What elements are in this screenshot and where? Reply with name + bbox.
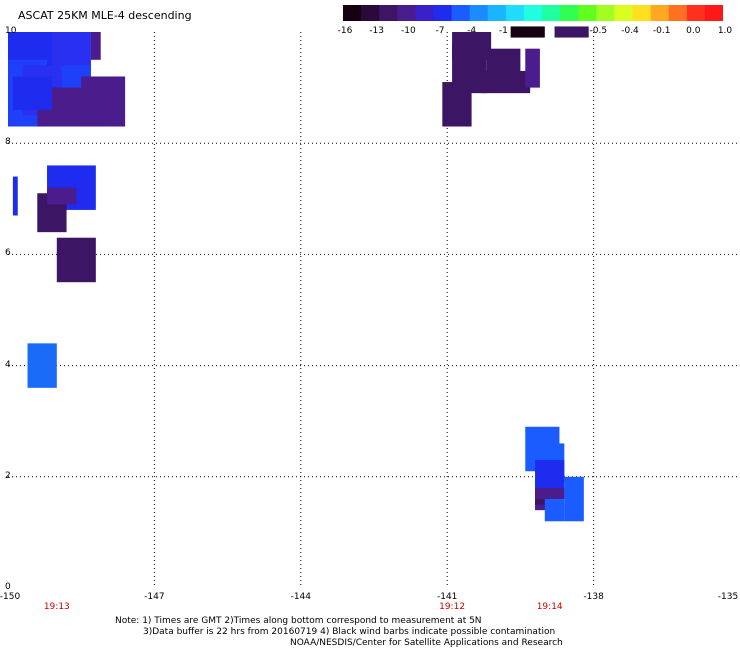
heatmap-cell: [27, 343, 57, 388]
y-tick-label: 2: [5, 470, 11, 481]
time-label: 19:12: [439, 602, 466, 612]
colorbar-swatch: [469, 5, 489, 21]
colorbar-swatch: [704, 5, 723, 21]
colorbar-swatch: [505, 5, 525, 21]
heatmap-cell: [12, 176, 18, 216]
colorbar-swatch: [632, 5, 652, 21]
colorbar-swatch: [433, 5, 453, 21]
colorbar-swatch: [686, 5, 706, 21]
heatmap-cell: [12, 76, 52, 110]
colorbar-tick-label: -16: [337, 26, 353, 36]
heatmap-cell: [554, 26, 589, 38]
y-tick-label: 8: [5, 137, 11, 148]
colorbar-swatch: [650, 5, 670, 21]
colorbar-tick-label: 1.0: [717, 26, 733, 36]
time-label: 19:14: [536, 602, 563, 612]
colorbar-swatch: [542, 5, 561, 21]
colorbar-swatch: [487, 5, 507, 21]
heatmap-cell: [56, 237, 96, 283]
colorbar-tick-label: -1: [498, 26, 508, 36]
colorbar-swatch: [523, 5, 543, 21]
colorbar-tick-label: -0.5: [589, 26, 608, 36]
heatmap-cell: [90, 32, 101, 60]
heatmap-cell: [47, 187, 77, 205]
note-line-3: NOAA/NESDIS/Center for Satellite Applica…: [290, 638, 563, 648]
colorbar-swatch: [668, 5, 688, 21]
x-tick-label: -135: [717, 592, 739, 602]
colorbar: [343, 5, 723, 21]
heatmap-cell: [51, 32, 91, 71]
chart-title: ASCAT 25KM MLE-4 descending: [18, 9, 192, 22]
heatmap-cell: [81, 76, 126, 127]
heatmap-cell: [442, 82, 472, 127]
x-tick-label: -141: [436, 592, 458, 602]
heatmap-cell: [510, 26, 545, 38]
y-tick-label: 10: [5, 26, 17, 36]
colorbar-tick-label: -4: [467, 26, 477, 36]
colorbar-swatch: [451, 5, 471, 21]
y-tick-label: 6: [5, 248, 11, 259]
y-tick-label: 4: [5, 359, 11, 370]
note-line-1: Note: 1) Times are GMT 2)Times along bot…: [115, 616, 482, 626]
colorbar-swatch: [614, 5, 634, 21]
heatmap-cell: [544, 487, 565, 500]
colorbar-tick-label: -10: [400, 26, 416, 36]
y-tick-label: 0: [5, 582, 11, 592]
heatmap-cell: [525, 48, 540, 88]
colorbar-swatch: [596, 5, 615, 21]
time-label: 19:13: [43, 602, 70, 612]
colorbar-swatch: [343, 5, 362, 21]
heatmap-cell: [564, 476, 584, 522]
colorbar-tick-label: -0.1: [652, 26, 671, 36]
colorbar-swatch: [397, 5, 416, 21]
colorbar-tick-label: -13: [369, 26, 385, 36]
colorbar-swatch: [379, 5, 398, 21]
colorbar-tick-label: -7: [435, 26, 445, 36]
colorbar-tick-label: 0.0: [686, 26, 701, 36]
colorbar-swatch: [560, 5, 579, 21]
heatmap-cell: [544, 499, 565, 522]
x-tick-label: -144: [290, 592, 312, 602]
x-tick-label: -138: [583, 592, 604, 602]
colorbar-tick-label: -0.4: [621, 26, 639, 36]
heatmap-cell: [481, 70, 531, 94]
x-tick-label: -150: [0, 592, 21, 602]
plot-area: [8, 26, 740, 588]
note-line-2: 3)Data buffer is 22 hrs from 20160719 4)…: [143, 627, 556, 637]
x-tick-label: -147: [144, 592, 165, 602]
colorbar-swatch: [415, 5, 434, 21]
colorbar-swatch: [578, 5, 597, 21]
heatmap-cell: [535, 499, 545, 505]
colorbar-swatch: [361, 5, 380, 21]
